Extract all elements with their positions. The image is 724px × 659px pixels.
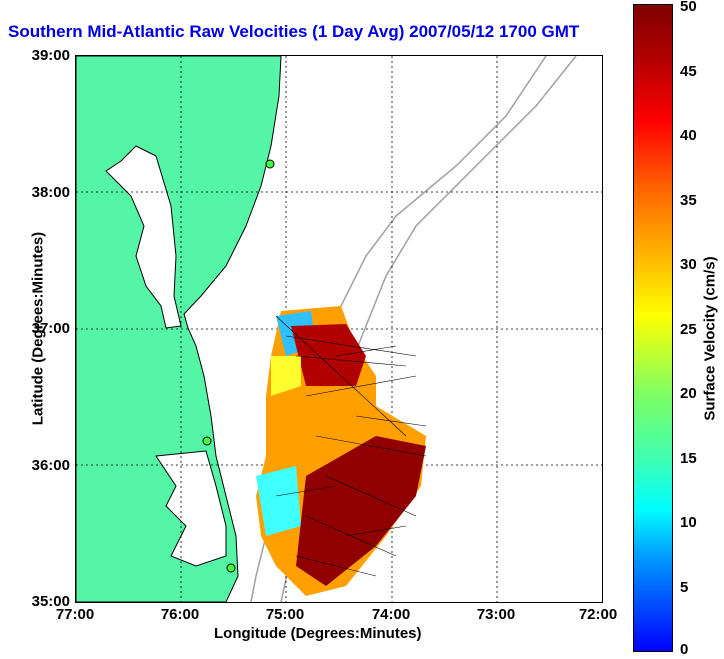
xtick-label: 77:00 (55, 606, 95, 623)
ytick-label: 39:00 (31, 47, 70, 64)
station-marker (202, 436, 212, 446)
velocity-field (256, 306, 427, 596)
colorbar-tick: 35 (680, 192, 697, 209)
colorbar-label: Surface Velocity (cm/s) (701, 256, 719, 421)
map-title: Southern Mid-Atlantic Raw Velocities (1 … (8, 22, 580, 41)
colorbar-tick: 50 (680, 0, 697, 15)
xtick-label: 73:00 (476, 606, 516, 623)
colorbar-tick: 40 (680, 127, 697, 144)
pamlico-sound (155, 450, 227, 567)
ytick-label: 37:00 (31, 320, 70, 337)
xtick-label: 76:00 (160, 606, 200, 623)
colorbar-tick: 20 (680, 385, 697, 402)
xtick-label: 74:00 (371, 606, 411, 623)
colorbar-tick: 0 (680, 641, 689, 658)
ytick-label: 35:00 (31, 593, 70, 610)
colorbar-tick: 30 (680, 256, 697, 273)
map-plot-area[interactable] (75, 55, 603, 603)
colorbar-tick: 15 (680, 450, 697, 467)
colorbar-tick: 45 (680, 63, 697, 80)
xtick-label: 72:00 (578, 606, 618, 623)
x-axis-label: Longitude (Degrees:Minutes) (214, 625, 422, 642)
ytick-label: 38:00 (31, 184, 70, 201)
xtick-label: 75:00 (265, 606, 305, 623)
station-marker (226, 563, 236, 573)
station-marker (265, 159, 275, 169)
colorbar-tick: 5 (680, 579, 689, 596)
chesapeake-bay (105, 145, 182, 329)
colorbar-tick: 25 (680, 321, 697, 338)
ytick-label: 36:00 (31, 457, 70, 474)
map-canvas (76, 56, 602, 602)
colorbar (633, 4, 673, 652)
y-axis-label: Latitude (Degrees:Minutes) (29, 231, 47, 426)
colorbar-tick: 10 (680, 514, 697, 531)
